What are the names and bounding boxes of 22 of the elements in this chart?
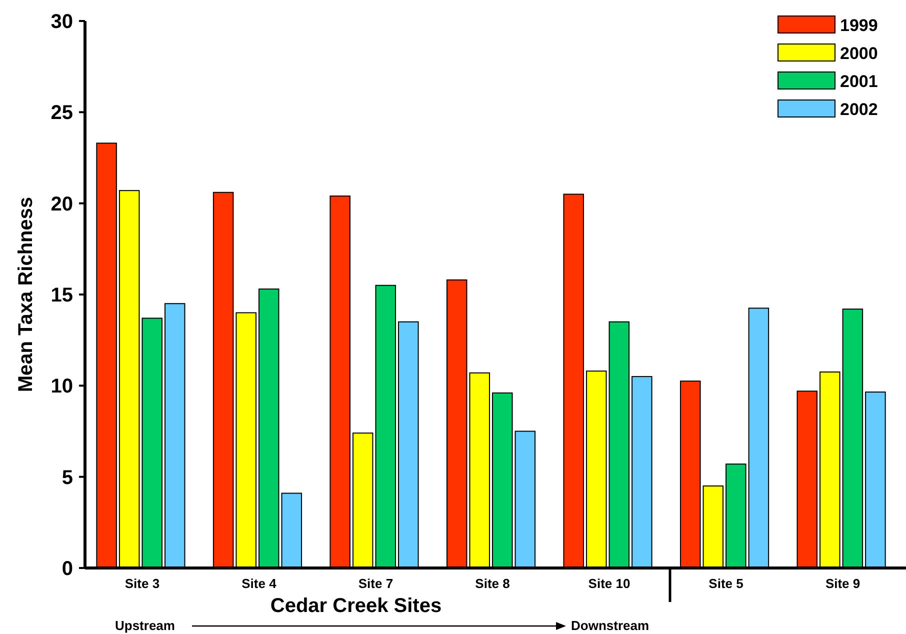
y-tick-label: 30 bbox=[50, 11, 73, 33]
y-tick-label: 10 bbox=[50, 376, 73, 398]
x-tick-label: Site 4 bbox=[242, 576, 278, 591]
legend-label: 2002 bbox=[840, 100, 878, 119]
x-tick-label: Site 10 bbox=[588, 576, 630, 591]
text: Upstream bbox=[115, 618, 175, 633]
x-tick-label: Site 3 bbox=[124, 576, 160, 591]
x-tick-label: Site 9 bbox=[825, 576, 860, 591]
y-tick-label: 5 bbox=[62, 466, 73, 489]
legend-label: 2001 bbox=[840, 72, 878, 91]
legend-label: 1999 bbox=[840, 16, 878, 35]
x-tick-label: Site 7 bbox=[358, 576, 394, 591]
x-tick-label: Site 5 bbox=[708, 576, 744, 591]
y-tick-label: 20 bbox=[50, 193, 73, 216]
y-tick-label: 15 bbox=[50, 284, 73, 306]
text: Downstream bbox=[571, 618, 650, 633]
y-tick-label: 0 bbox=[62, 558, 73, 580]
y-axis-title: Mean Taxa Richness bbox=[15, 196, 37, 392]
legend-label: 2000 bbox=[840, 44, 878, 63]
x-axis-title: Cedar Creek Sites bbox=[270, 595, 442, 617]
x-tick-label: Site 8 bbox=[475, 576, 510, 591]
y-tick-label: 25 bbox=[50, 102, 73, 124]
